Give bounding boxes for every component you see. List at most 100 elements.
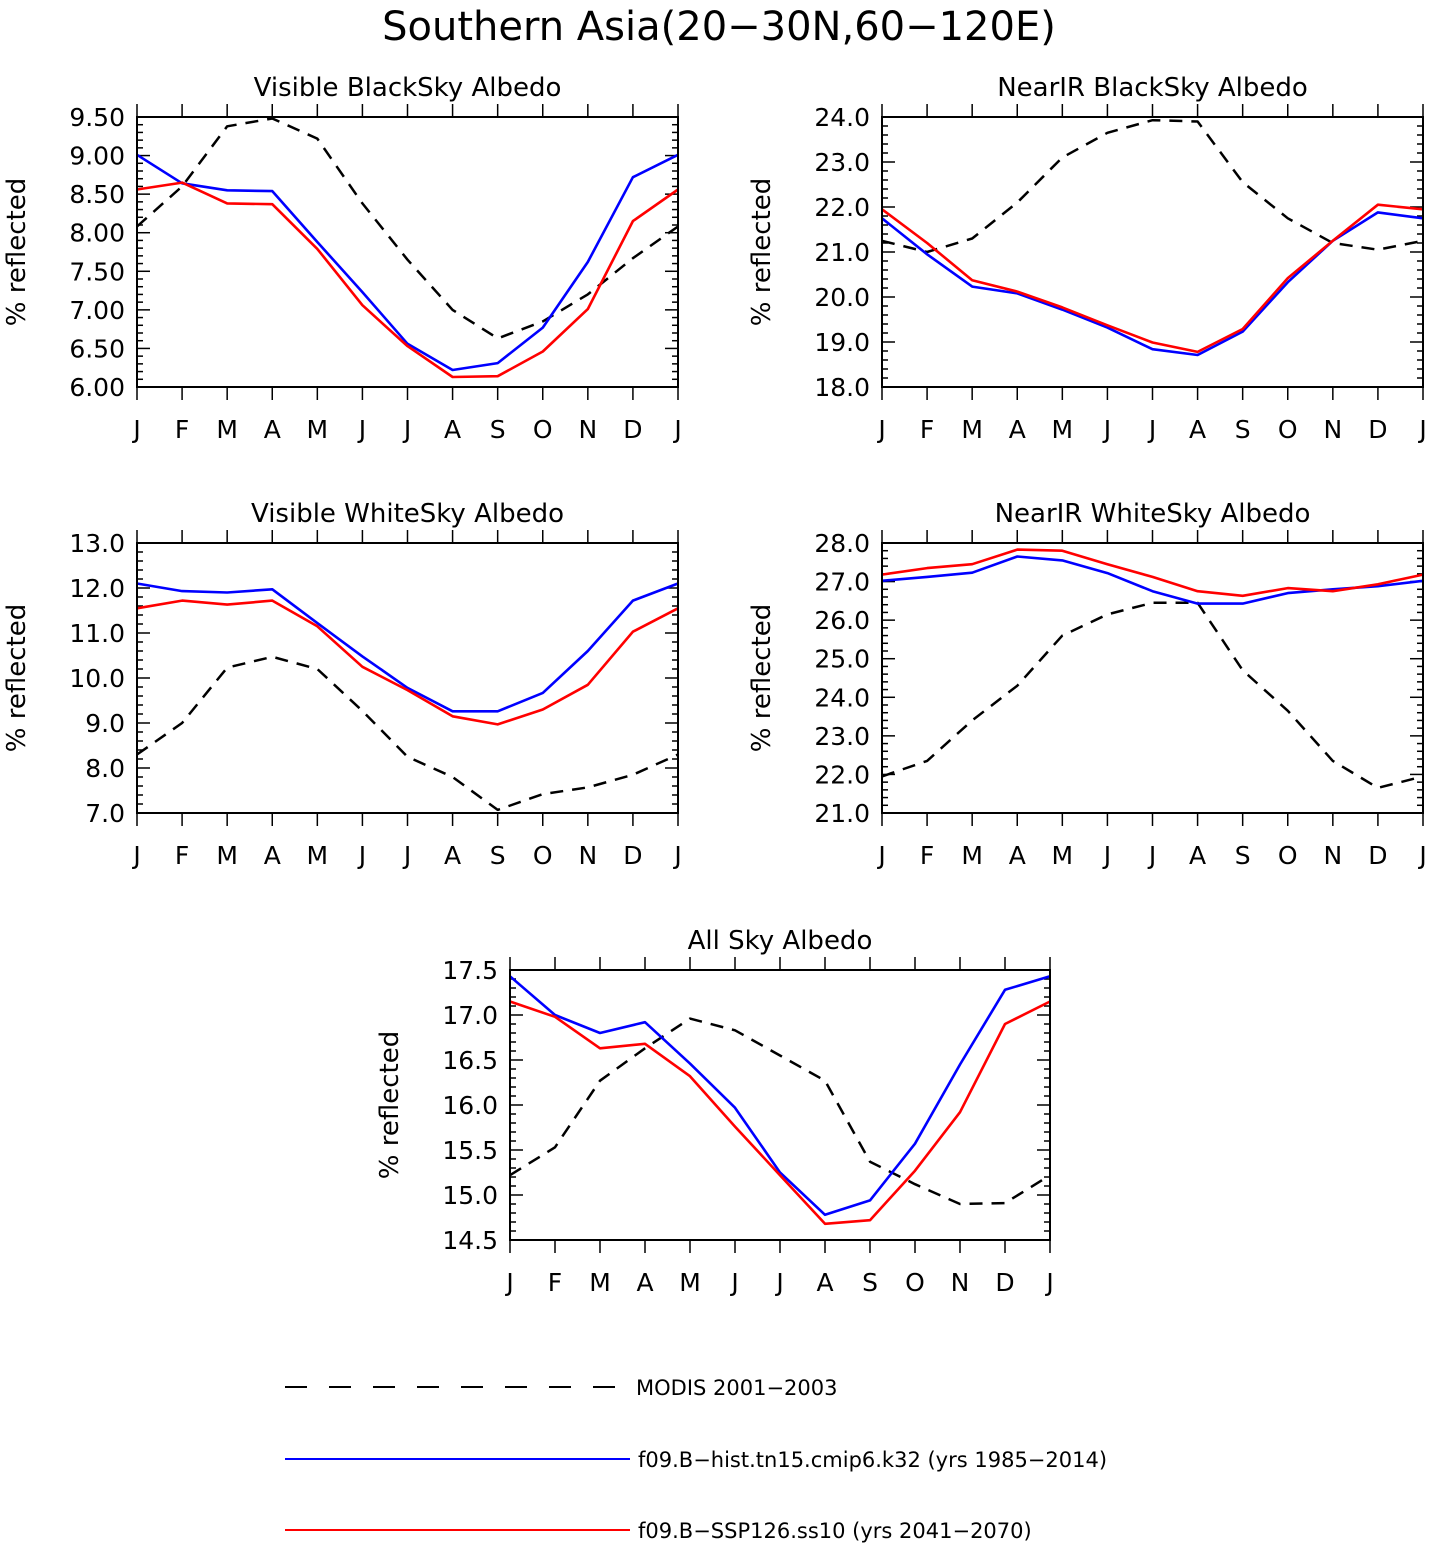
legend: MODIS 2001−2003 f09.B−hist.tn15.cmip6.k3… [285, 1376, 1107, 1543]
x-tick-label: M [1052, 415, 1074, 444]
x-tick-label: A [264, 841, 281, 870]
y-tick-label: 8.0 [85, 754, 125, 783]
plot-frame [881, 116, 1424, 388]
plot-frame [136, 116, 679, 388]
x-tick-label: M [961, 415, 983, 444]
y-tick-label: 17.0 [442, 1001, 498, 1030]
x-tick-label: J [1102, 415, 1111, 444]
x-tick-label: J [1417, 841, 1426, 870]
x-tick-label: A [1189, 841, 1206, 870]
y-tick-label: 21.0 [814, 799, 870, 828]
x-tick-label: J [357, 415, 366, 444]
y-tick-label: 22.0 [814, 760, 870, 789]
y-tick-label: 6.00 [69, 373, 125, 402]
y-tick-label: 25.0 [814, 645, 870, 674]
y-tick-label: 8.50 [69, 180, 125, 209]
panel-nearir-blacksky: NearIR BlackSky Albedo % reflected 18.0 19.… [747, 73, 1427, 444]
x-tick-label: J [1102, 841, 1111, 870]
x-tick-label: J [876, 415, 885, 444]
y-tick-label: 8.00 [69, 219, 125, 248]
series-line-modis [509, 1017, 1051, 1206]
x-tick-label: D [623, 415, 642, 444]
plot-frame [136, 542, 679, 814]
x-tick-label: A [444, 415, 461, 444]
y-tick-label: 16.5 [442, 1046, 498, 1075]
y-tick-label: 14.5 [442, 1226, 498, 1255]
x-tick-label: S [490, 841, 506, 870]
x-tick-label: J [402, 415, 411, 444]
series-line-f09-b-ssp126-ss10 [881, 548, 1424, 598]
y-axis-label: % reflected [375, 1031, 405, 1179]
series-line-modis [881, 118, 1424, 254]
x-tick-label: S [490, 415, 506, 444]
y-tick-label: 11.0 [69, 619, 125, 648]
x-tick-label: S [1235, 841, 1251, 870]
x-tick-label: J [672, 415, 681, 444]
figure-title: Southern Asia(20−30N,60−120E) [382, 4, 1056, 50]
x-tick-label: A [636, 1268, 653, 1297]
panel-title: NearIR WhiteSky Albedo [995, 499, 1311, 529]
x-tick-label: J [774, 1268, 783, 1297]
legend-label-hist: f09.B−hist.tn15.cmip6.k32 (yrs 1985−2014… [638, 1448, 1107, 1472]
x-tick-label: J [1147, 415, 1156, 444]
y-tick-label: 22.0 [814, 193, 870, 222]
y-tick-label: 27.0 [814, 568, 870, 597]
x-tick-label: A [1189, 415, 1206, 444]
x-tick-label: M [679, 1268, 701, 1297]
y-tick-label: 9.0 [85, 709, 125, 738]
plot-frame [881, 542, 1424, 814]
x-tick-label: D [623, 841, 642, 870]
x-tick-label: J [131, 415, 140, 444]
y-tick-label: 7.50 [69, 257, 125, 286]
y-tick-label: 13.0 [69, 529, 125, 558]
y-tick-label: 10.0 [69, 664, 125, 693]
x-tick-label: J [1044, 1268, 1053, 1297]
x-tick-label: M [216, 415, 238, 444]
series-line-modis [136, 655, 679, 812]
x-tick-label: N [1323, 841, 1342, 870]
x-tick-label: O [1278, 415, 1298, 444]
panel-title: NearIR BlackSky Albedo [997, 73, 1308, 103]
x-tick-label: J [402, 841, 411, 870]
x-tick-label: M [216, 841, 238, 870]
series-line-modis [881, 601, 1424, 790]
x-tick-label: A [1009, 841, 1026, 870]
x-tick-label: M [961, 841, 983, 870]
x-tick-label: J [876, 841, 885, 870]
panel-all-sky: All Sky Albedo % reflected 14.5 15.0 15.5 16.… [375, 926, 1054, 1297]
y-axis-label: % reflected [2, 604, 32, 752]
y-tick-label: 9.00 [69, 142, 125, 171]
y-tick-label: 7.0 [85, 799, 125, 828]
x-tick-label: O [905, 1268, 925, 1297]
x-tick-label: S [862, 1268, 878, 1297]
x-tick-label: S [1235, 415, 1251, 444]
x-tick-label: O [533, 415, 553, 444]
y-axis-label: % reflected [747, 604, 777, 752]
x-tick-label: M [307, 841, 329, 870]
series-line-f09-b-ssp126-ss10 [881, 203, 1424, 354]
y-tick-label: 6.50 [69, 334, 125, 363]
series-line-modis [136, 117, 679, 340]
y-tick-label: 15.0 [442, 1181, 498, 1210]
y-tick-label: 24.0 [814, 103, 870, 132]
series-line-f09-b-hist-tn15-cmip6-k32 [136, 582, 679, 713]
panel-nearir-whitesky: NearIR WhiteSky Albedo % reflected 21.0 22.… [747, 499, 1427, 870]
y-tick-label: 16.0 [442, 1091, 498, 1120]
x-tick-label: A [816, 1268, 833, 1297]
y-tick-label: 17.5 [442, 956, 498, 985]
x-tick-label: N [578, 841, 597, 870]
y-axis-label: % reflected [2, 178, 32, 326]
x-tick-label: J [1417, 415, 1426, 444]
y-tick-label: 19.0 [814, 328, 870, 357]
x-tick-label: F [920, 841, 934, 870]
series-line-f09-b-ssp126-ss10 [509, 1000, 1051, 1226]
y-tick-label: 7.00 [69, 296, 125, 325]
x-tick-label: A [1009, 415, 1026, 444]
panel-visible-blacksky: Visible BlackSky Albedo % reflected 6.00 6.… [2, 73, 682, 444]
x-tick-label: F [175, 841, 189, 870]
x-tick-label: F [548, 1268, 562, 1297]
plot-frame [509, 969, 1051, 1241]
y-tick-label: 24.0 [814, 683, 870, 712]
y-tick-label: 20.0 [814, 283, 870, 312]
